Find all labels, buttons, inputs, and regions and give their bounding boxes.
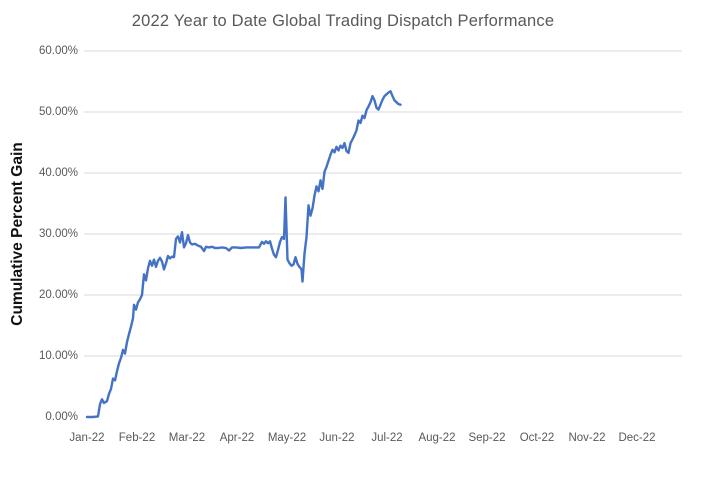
x-tick-label: Mar-22: [168, 432, 206, 444]
y-tick-label: 30.00%: [38, 228, 78, 240]
x-tick-label: Dec-22: [618, 432, 656, 444]
x-tick-label: Jul-22: [371, 432, 403, 444]
x-tick-label: Aug-22: [418, 432, 456, 444]
x-tick-label: Jan-22: [69, 432, 105, 444]
x-tick-label: Sep-22: [468, 432, 506, 444]
x-tick-label: Oct-22: [519, 432, 555, 444]
gridlines: [84, 50, 682, 357]
y-tick-label: 20.00%: [38, 289, 78, 301]
y-tick-label: 40.00%: [38, 167, 78, 179]
y-tick-label: 60.00%: [38, 45, 78, 57]
performance-line: [85, 90, 402, 419]
chart-title: 2022 Year to Date Global Trading Dispatc…: [131, 12, 555, 30]
x-tick-label: Jun-22: [319, 432, 355, 444]
y-tick-label: 50.00%: [38, 106, 78, 118]
x-tick-label: Nov-22: [568, 432, 606, 444]
x-tick-label: May-22: [267, 432, 307, 444]
x-tick-label: Feb-22: [118, 432, 156, 444]
y-tick-label: 10.00%: [38, 350, 78, 362]
series-lines: [85, 90, 402, 419]
y-tick-label: 0.00%: [45, 411, 78, 423]
x-tick-label: Apr-22: [219, 432, 255, 444]
